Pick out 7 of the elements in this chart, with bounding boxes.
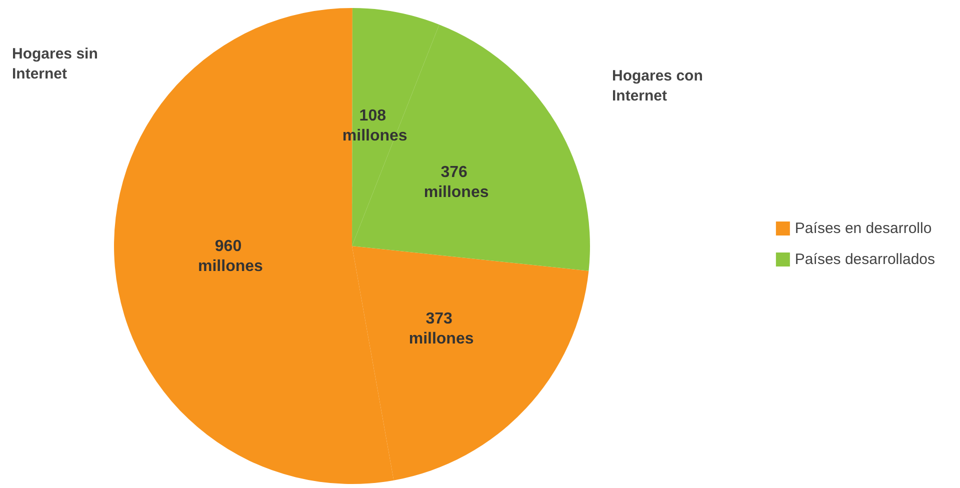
legend-label: Países en desarrollo — [794, 220, 932, 237]
legend-label: Países desarrollados — [794, 251, 935, 268]
data-label: 373 millones — [408, 310, 474, 348]
data-label: 960 millones — [198, 238, 264, 276]
data-label: 376 millones — [424, 164, 489, 202]
text: Hogares sin Internet — [12, 46, 102, 82]
text: Hogares con Internet — [612, 68, 708, 104]
